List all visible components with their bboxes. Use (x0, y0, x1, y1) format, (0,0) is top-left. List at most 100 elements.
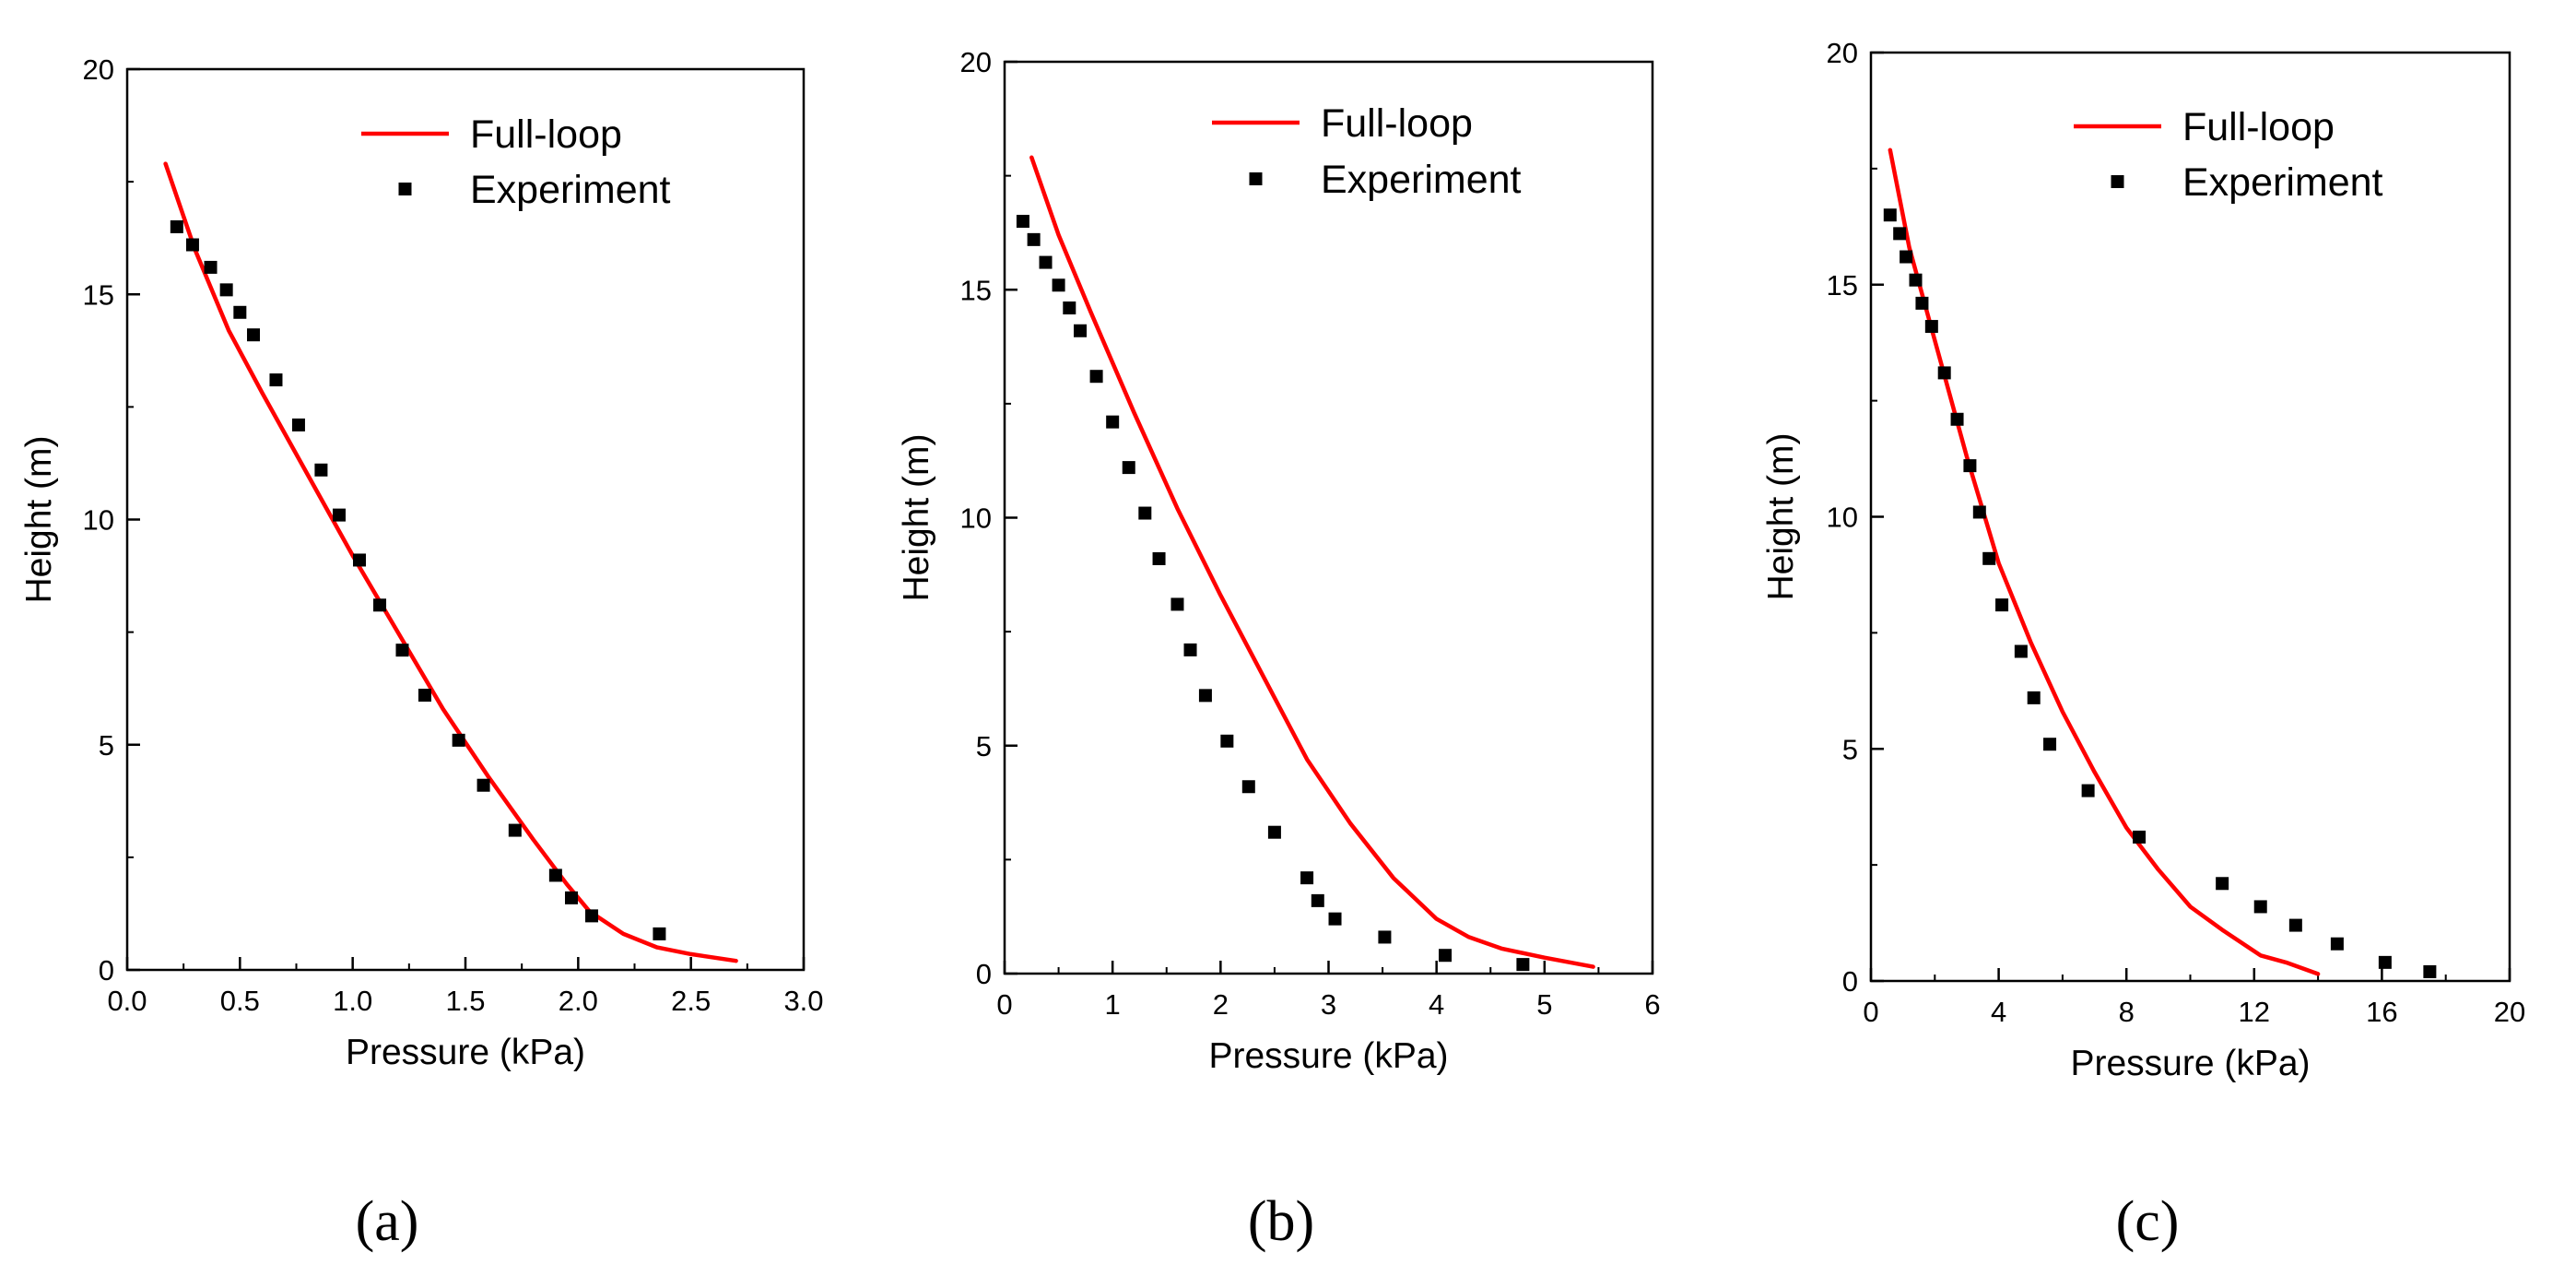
data-point-experiment (653, 927, 666, 940)
data-point-experiment (2014, 644, 2028, 658)
data-point-experiment (1311, 893, 1324, 907)
y-tick-label: 5 (1842, 733, 1858, 765)
data-point-experiment (269, 373, 283, 387)
x-tick-label: 2.0 (559, 985, 598, 1017)
panel-label: (c) (2116, 1190, 2180, 1253)
data-point-experiment (395, 644, 409, 657)
legend-label-experiment: Experiment (2182, 160, 2383, 205)
data-point-experiment (1183, 643, 1197, 656)
data-point-experiment (1152, 552, 1166, 566)
legend: Full-loop Experiment (361, 112, 671, 212)
panel-label: (a) (356, 1190, 419, 1253)
data-point-experiment (564, 891, 578, 904)
data-point-experiment (1893, 227, 1907, 241)
x-tick-label: 1.5 (445, 985, 485, 1017)
data-point-experiment (1138, 506, 1152, 520)
data-point-experiment (332, 508, 346, 522)
y-axis-label: Height (m) (19, 435, 59, 603)
data-point-experiment (1198, 689, 1212, 703)
legend: Full-loop Experiment (2074, 105, 2383, 205)
legend-label-full-loop: Full-loop (1321, 101, 1473, 146)
x-tick-label: 2 (1213, 988, 1229, 1021)
y-tick-label: 10 (1827, 502, 1858, 534)
x-tick-label: 6 (1644, 988, 1660, 1021)
x-tick-label: 4 (1991, 996, 2006, 1028)
data-point-experiment (2330, 937, 2344, 951)
y-tick-label: 15 (960, 274, 992, 306)
x-tick-label: 3 (1321, 988, 1336, 1021)
data-point-experiment (1220, 734, 1234, 748)
y-tick-label: 5 (976, 730, 992, 762)
legend-label-full-loop: Full-loop (470, 112, 622, 157)
data-point-experiment (2423, 964, 2437, 978)
data-point-experiment (1883, 208, 1897, 222)
x-tick-label: 20 (2494, 996, 2525, 1028)
y-tick-label: 15 (83, 278, 114, 311)
data-point-experiment (1074, 324, 1088, 337)
data-point-experiment (1063, 301, 1076, 315)
x-axis-label: Pressure (kPa) (1208, 1036, 1448, 1076)
data-point-experiment (1300, 871, 1314, 885)
plot-frame (125, 67, 806, 972)
y-tick-label: 20 (83, 53, 114, 86)
y-tick-label: 20 (960, 46, 992, 78)
data-point-experiment (1106, 415, 1120, 429)
data-point-experiment (1900, 250, 1913, 264)
series-line-full-loop (163, 161, 738, 963)
y-tick-label: 5 (99, 729, 114, 762)
y-tick-label: 0 (976, 958, 992, 990)
data-point-experiment (1328, 912, 1342, 926)
y-tick-label: 0 (99, 954, 114, 987)
data-point-experiment (247, 328, 261, 342)
data-point-experiment (1982, 551, 1996, 565)
data-point-experiment (1052, 278, 1065, 292)
x-tick-label: 1 (1105, 988, 1121, 1021)
data-point-experiment (585, 909, 599, 923)
x-tick-label: 0.0 (107, 985, 147, 1017)
data-point-experiment (1241, 780, 1255, 794)
data-point-experiment (2288, 918, 2302, 932)
data-point-experiment (353, 553, 367, 567)
x-axis-label: Pressure (kPa) (2070, 1044, 2310, 1083)
legend: Full-loop Experiment (1212, 101, 1522, 202)
data-point-experiment (1089, 370, 1103, 384)
data-point-experiment (2043, 738, 2057, 751)
data-point-experiment (1027, 232, 1041, 246)
data-point-experiment (1915, 296, 1929, 310)
series-experiment (1883, 208, 2437, 978)
data-point-experiment (2027, 691, 2041, 704)
x-tick-label: 3.0 (783, 985, 823, 1017)
y-tick-label: 0 (1842, 965, 1858, 998)
data-point-experiment (1909, 273, 1923, 287)
x-tick-label: 4 (1429, 988, 1444, 1021)
data-point-experiment (508, 823, 522, 837)
series-experiment (1016, 215, 1530, 972)
data-point-experiment (1950, 412, 1964, 426)
data-point-experiment (1995, 598, 2009, 612)
legend-label-experiment: Experiment (470, 168, 671, 212)
chart-panel-a: 0.0 0.5 1.0 1.5 2.0 2.5 3.0 0 5 10 15 20 Pressure (k… (19, 53, 824, 1253)
x-tick-label: 8 (2119, 996, 2135, 1028)
data-point-experiment (418, 689, 431, 703)
legend-label-full-loop: Full-loop (2182, 105, 2335, 149)
data-point-experiment (1016, 215, 1029, 229)
series-experiment (170, 219, 666, 940)
data-point-experiment (1972, 505, 1986, 519)
data-point-experiment (452, 733, 465, 747)
data-point-experiment (2253, 900, 2267, 914)
y-tick-label: 10 (83, 504, 114, 537)
x-tick-label: 1.0 (333, 985, 372, 1017)
x-tick-label: 16 (2366, 996, 2397, 1028)
data-point-experiment (1122, 461, 1135, 475)
data-point-experiment (314, 463, 328, 477)
x-tick-label: 0 (1863, 996, 1878, 1028)
data-point-experiment (1170, 597, 1184, 611)
x-tick-label: 5 (1536, 988, 1552, 1021)
data-point-experiment (1924, 320, 1938, 334)
data-point-experiment (1439, 949, 1453, 963)
data-point-experiment (170, 219, 183, 233)
data-point-experiment (373, 598, 387, 612)
series-line-full-loop (1888, 148, 2321, 976)
data-point-experiment (185, 238, 199, 252)
